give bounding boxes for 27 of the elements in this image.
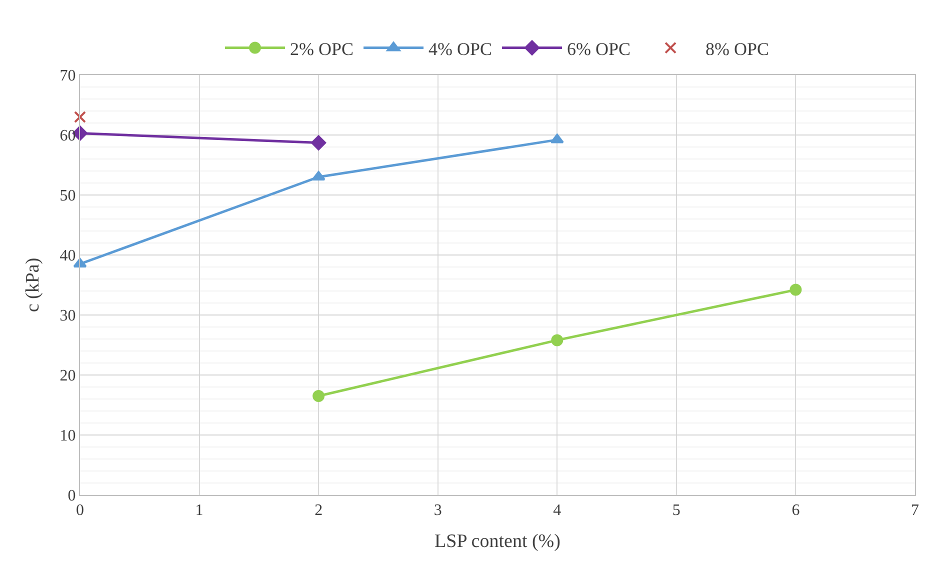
legend-label: 8% OPC <box>706 38 770 59</box>
point <box>790 284 802 296</box>
legend-label: 2% OPC <box>290 38 354 59</box>
y-tick-label: 50 <box>60 188 76 205</box>
point <box>312 390 325 402</box>
y-tick-label: 70 <box>60 68 76 85</box>
x-tick-label: 1 <box>195 502 204 520</box>
point <box>550 134 564 144</box>
x-tick-label: 2 <box>314 502 323 520</box>
x-axis-title: LSP content (%) <box>434 531 560 552</box>
y-tick-label: 30 <box>60 308 76 325</box>
x-tick-label: 5 <box>672 502 680 520</box>
x-tick-label: 3 <box>434 502 442 520</box>
y-tick-label: 40 <box>60 248 76 265</box>
legend-label: 6% OPC <box>567 38 631 59</box>
x-tick-label: 7 <box>911 502 919 520</box>
x-tick-label: 6 <box>792 502 800 520</box>
y-tick-label: 60 <box>60 128 76 145</box>
y-tick-label: 0 <box>68 488 76 505</box>
point <box>551 334 564 346</box>
y-tick-label: 10 <box>60 428 76 445</box>
point <box>311 135 326 150</box>
x-tick-label: 4 <box>553 502 562 520</box>
y-axis-title: c (kPa) <box>22 258 44 312</box>
point <box>74 111 86 123</box>
legend-label: 4% OPC <box>428 38 492 59</box>
y-tick-label: 20 <box>60 368 76 385</box>
